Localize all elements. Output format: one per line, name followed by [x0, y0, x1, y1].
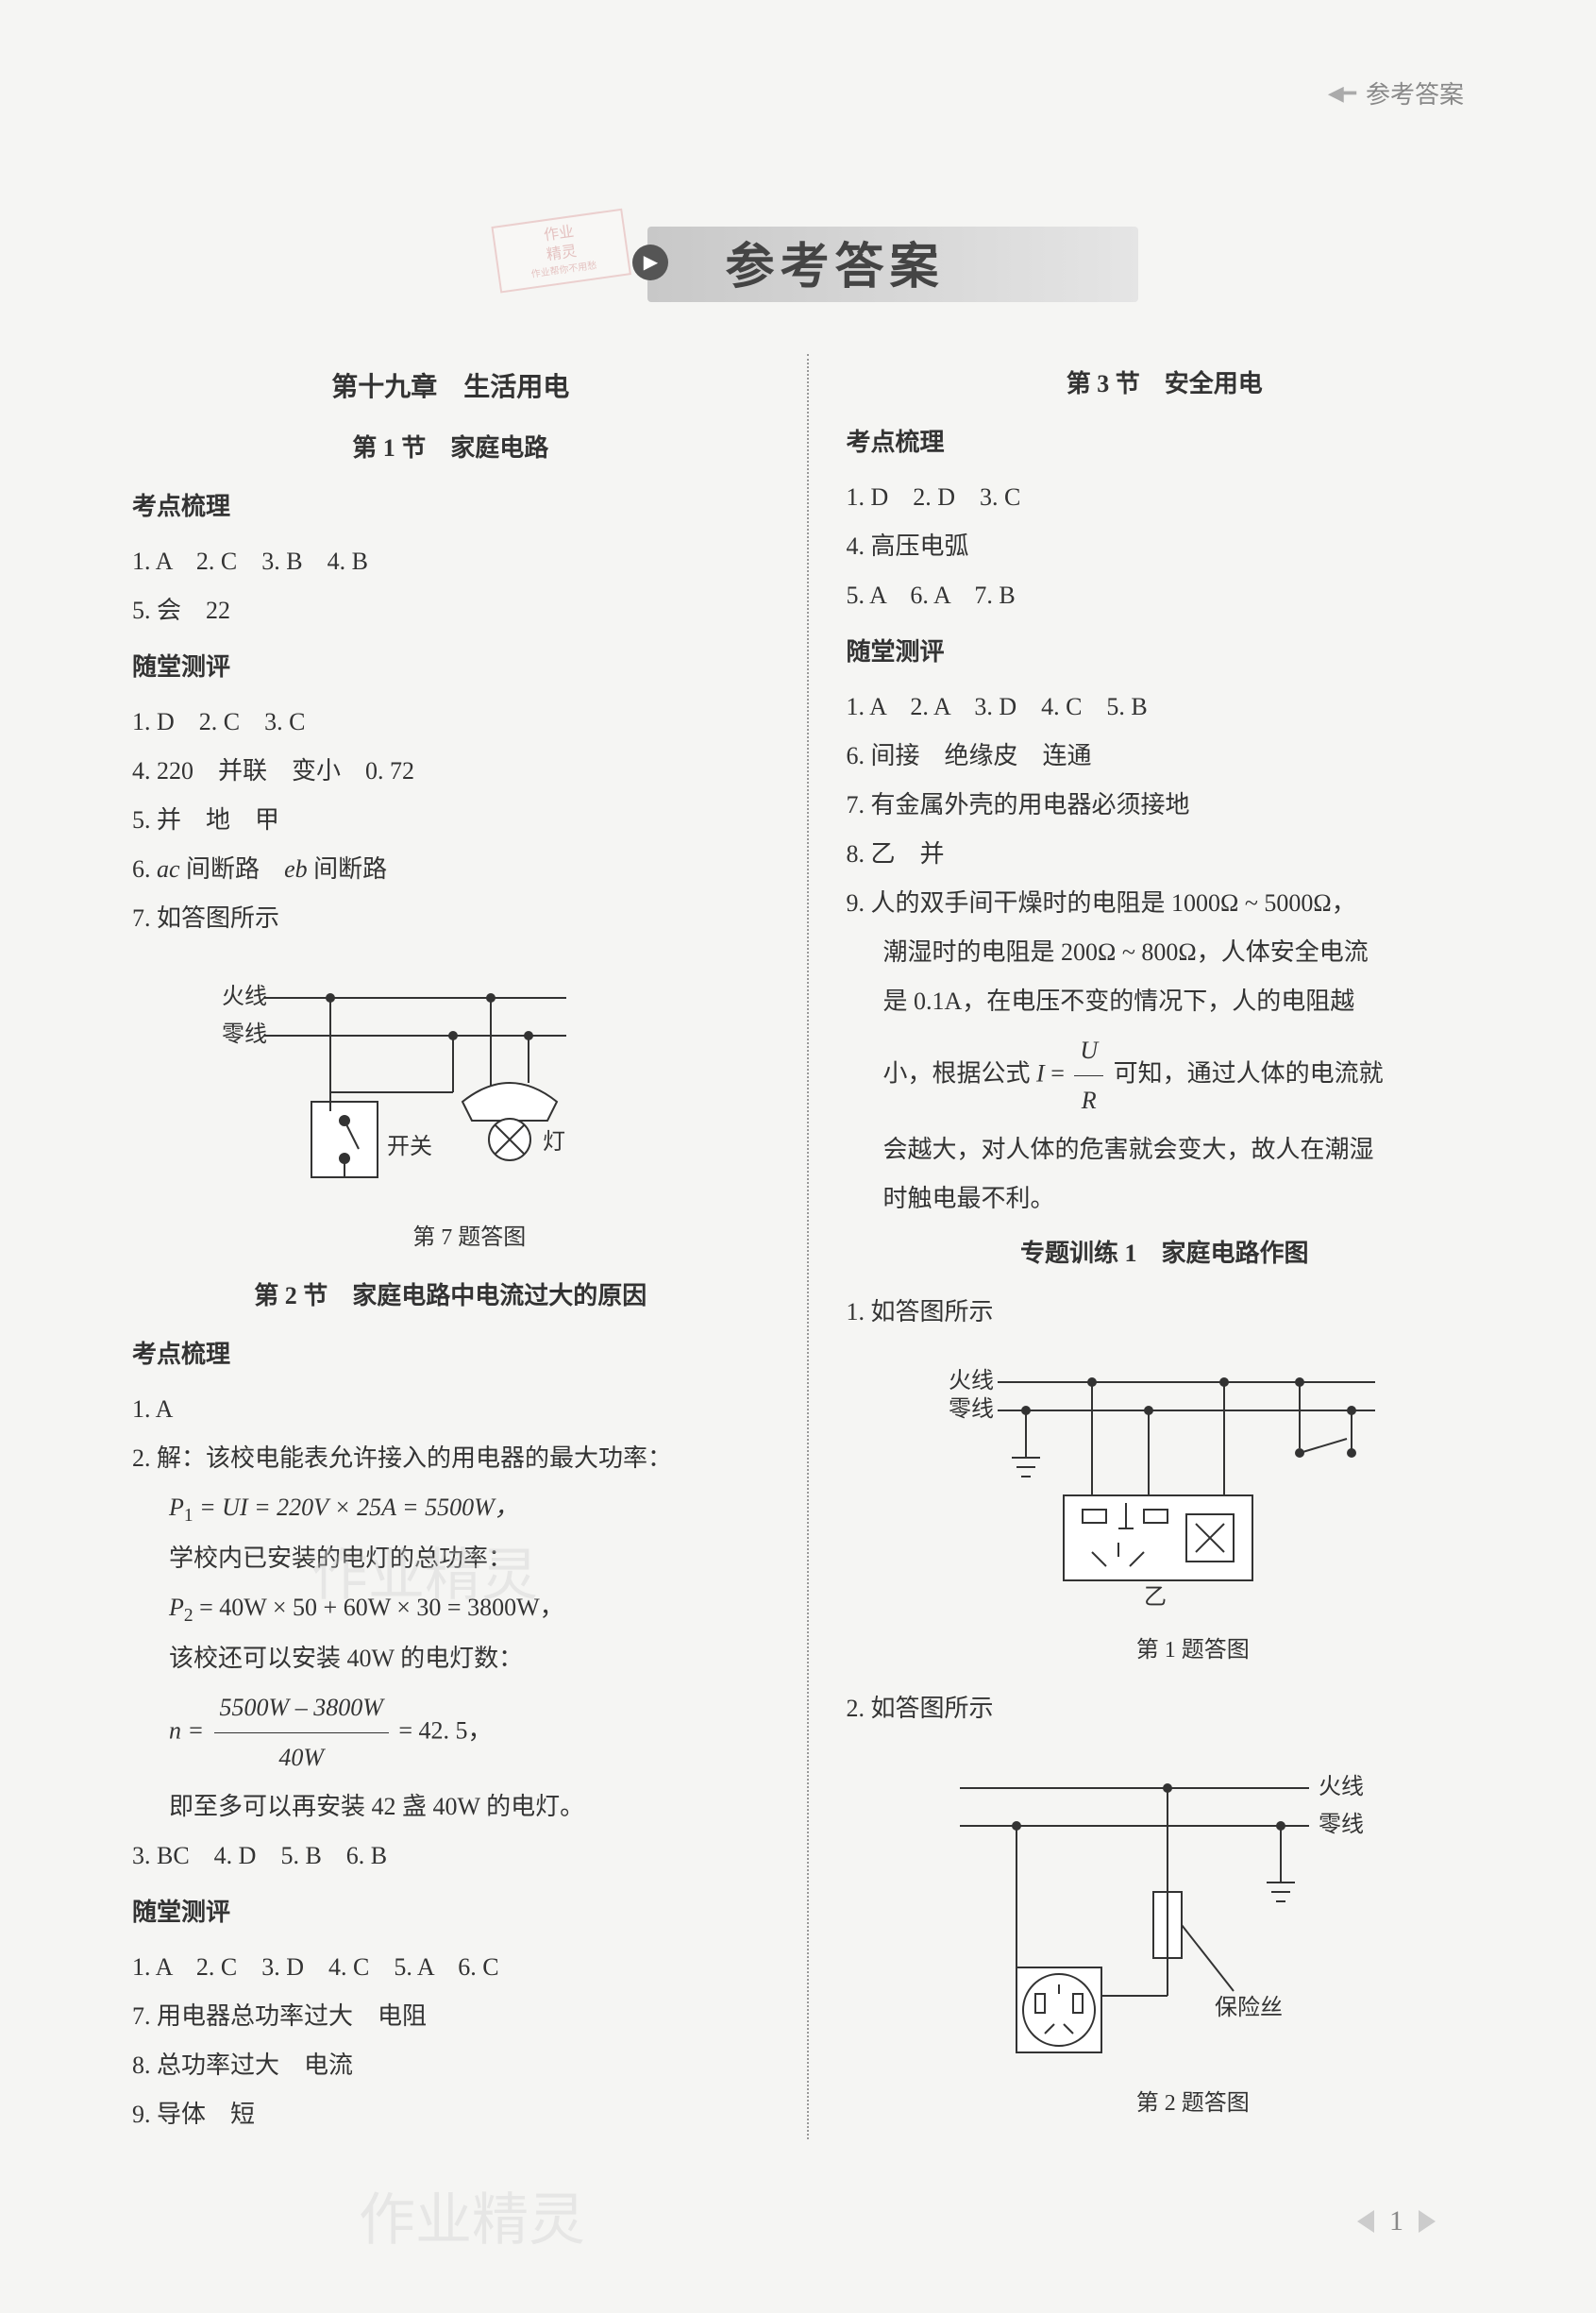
- s1-diagram: 火线 零线 开关 灯 第 7 题答图: [170, 960, 769, 1260]
- s1-l5: 5. 并 地 甲: [132, 796, 769, 845]
- s3-l8c: 是 0.1A，在电压不变的情况下，人的电阻越: [847, 977, 1484, 1026]
- circuit-diagram-1: 火线 零线 开关 灯: [170, 960, 585, 1206]
- left-column: 第十九章 生活用电 第 1 节 家庭电路 考点梳理 1. A 2. C 3. B…: [132, 354, 807, 2139]
- banner-stamp: 作业 精灵 作业帮你不用愁: [491, 209, 633, 312]
- s2-l5: 即至多可以再安装 42 盏 40W 的电灯。: [132, 1782, 769, 1832]
- s1-h2: 随堂测评: [132, 643, 769, 692]
- d2-fire: 火线: [949, 1368, 994, 1393]
- d3-fuse: 保险丝: [1215, 1995, 1283, 2020]
- s1-l3: 1. D 2. C 3. C: [132, 698, 769, 747]
- d2-caption: 第 1 题答图: [903, 1628, 1484, 1673]
- s3-l5: 6. 间接 绝缘皮 连通: [847, 732, 1484, 781]
- s2-l1: 1. A: [132, 1385, 769, 1434]
- corner-arrow-icon: ◀━: [1328, 81, 1356, 106]
- s3-l4: 1. A 2. A 3. D 4. C 5. B: [847, 683, 1484, 732]
- watermark-2: 作业精灵: [359, 2174, 585, 2256]
- topic1-title: 专题训练 1 家庭电路作图: [847, 1229, 1484, 1278]
- d2-yi: 乙: [1144, 1585, 1167, 1610]
- s2-l3: 学校内已安装的电灯的总功率：: [132, 1534, 769, 1583]
- d3-caption: 第 2 题答图: [903, 2081, 1484, 2126]
- d3-zero: 零线: [1319, 1812, 1364, 1837]
- circuit-diagram-2: 火线 零线 乙: [903, 1354, 1394, 1618]
- page-container: ◀━ 参考答案 作业 精灵 作业帮你不用愁 ▶ 参考答案 第十九章 生活用电 第…: [0, 0, 1596, 2313]
- s1-l2: 5. 会 22: [132, 586, 769, 635]
- content-columns: 第十九章 生活用电 第 1 节 家庭电路 考点梳理 1. A 2. C 3. B…: [132, 354, 1483, 2139]
- t1-l2: 2. 如答图所示: [847, 1684, 1484, 1733]
- banner-title: 参考答案: [725, 227, 944, 297]
- s2-h2: 随堂测评: [132, 1888, 769, 1937]
- corner-label: 参考答案: [1366, 76, 1464, 110]
- page-number: 1: [1357, 2205, 1436, 2237]
- s2-h1: 考点梳理: [132, 1330, 769, 1379]
- s2-l9: 8. 总功率过大 电流: [132, 2041, 769, 2090]
- s3-l3: 5. A 6. A 7. B: [847, 571, 1484, 620]
- s1-l4: 4. 220 并联 变小 0. 72: [132, 747, 769, 796]
- s3-h2: 随堂测评: [847, 628, 1484, 677]
- s2-eq3: n = 5500W – 3800W 40W = 42. 5，: [132, 1683, 769, 1782]
- s1-l1: 1. A 2. C 3. B 4. B: [132, 537, 769, 586]
- s2-eq1: P1 = UI = 220V × 25A = 5500W，: [132, 1483, 769, 1534]
- tri-right-icon: [1419, 2210, 1436, 2233]
- d1-caption: 第 7 题答图: [170, 1215, 769, 1260]
- s3-l6: 7. 有金属外壳的用电器必须接地: [847, 781, 1484, 830]
- s3-l8a: 9. 人的双手间干燥时的电阻是 1000Ω ~ 5000Ω，: [847, 879, 1484, 928]
- s3-l8b: 潮湿时的电阻是 200Ω ~ 800Ω，人体安全电流: [847, 928, 1484, 977]
- s2-eq2: P2 = 40W × 50 + 60W × 30 = 3800W，: [132, 1583, 769, 1634]
- s1-l6: 6. ac 间断路 eb 间断路: [132, 845, 769, 894]
- s3-l8f: 时触电最不利。: [847, 1174, 1484, 1224]
- s3-l2: 4. 高压电弧: [847, 522, 1484, 571]
- s3-l7: 8. 乙 并: [847, 830, 1484, 879]
- d2-zero: 零线: [949, 1396, 994, 1422]
- d1-lamp: 灯: [543, 1129, 565, 1155]
- s1-h1: 考点梳理: [132, 482, 769, 532]
- d1-fire: 火线: [222, 984, 267, 1009]
- circuit-diagram-3: 火线 零线 保险丝: [903, 1750, 1394, 2071]
- s2-l6: 3. BC 4. D 5. B 6. B: [132, 1832, 769, 1881]
- s2-l8: 7. 用电器总功率过大 电阻: [132, 1992, 769, 2041]
- d1-switch: 开关: [387, 1134, 432, 1159]
- play-icon: ▶: [632, 245, 668, 280]
- s1-l7: 7. 如答图所示: [132, 894, 769, 943]
- right-column: 第 3 节 安全用电 考点梳理 1. D 2. D 3. C 4. 高压电弧 5…: [809, 354, 1484, 2139]
- s2-l10: 9. 导体 短: [132, 2090, 769, 2139]
- title-banner: 作业 精灵 作业帮你不用愁 ▶ 参考答案: [383, 227, 1233, 297]
- s2-l7: 1. A 2. C 3. D 4. C 5. A 6. C: [132, 1943, 769, 1992]
- s3-l8e: 会越大，对人体的危害就会变大，故人在潮湿: [847, 1125, 1484, 1174]
- d3-fire: 火线: [1319, 1774, 1364, 1799]
- t1-diagram1: 火线 零线 乙 第 1 题答图: [903, 1354, 1484, 1673]
- chapter-title: 第十九章 生活用电: [132, 362, 769, 414]
- s3-l1: 1. D 2. D 3. C: [847, 473, 1484, 522]
- section1-title: 第 1 节 家庭电路: [132, 424, 769, 473]
- section2-title: 第 2 节 家庭电路中电流过大的原因: [132, 1272, 769, 1321]
- s3-h1: 考点梳理: [847, 418, 1484, 467]
- s2-l4: 该校还可以安装 40W 的电灯数：: [132, 1634, 769, 1683]
- tri-left-icon: [1357, 2210, 1374, 2233]
- section3-title: 第 3 节 安全用电: [847, 360, 1484, 409]
- d1-zero: 零线: [222, 1021, 267, 1047]
- t1-l1: 1. 如答图所示: [847, 1288, 1484, 1337]
- s2-l2: 2. 解：该校电能表允许接入的用电器的最大功率：: [132, 1434, 769, 1483]
- s3-l8d: 小，根据公式 I = U R 可知，通过人体的电流就: [847, 1026, 1484, 1125]
- t1-diagram2: 火线 零线 保险丝 第 2 题答图: [903, 1750, 1484, 2126]
- header-corner: ◀━ 参考答案: [1328, 76, 1464, 110]
